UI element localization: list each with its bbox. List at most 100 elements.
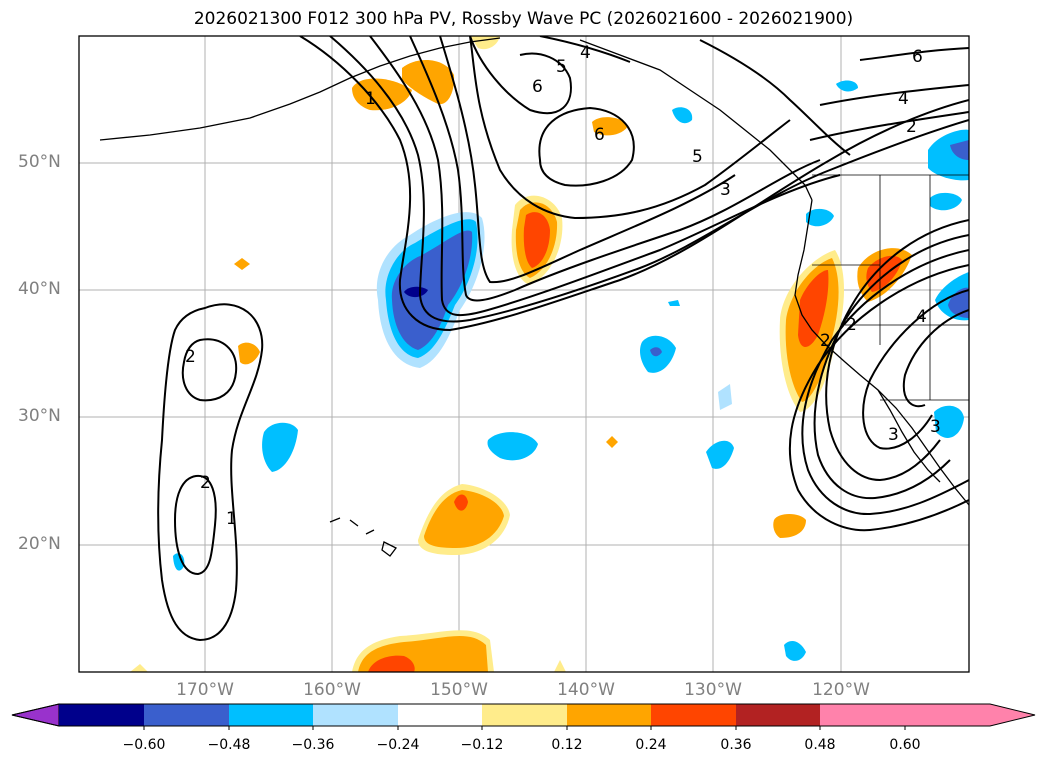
colorbar-segment [651,704,736,726]
pos-anomaly-subtropical-1-core-2 [454,494,468,511]
pos-anomaly-subtropical-3 [773,514,806,538]
neg-anomaly-hawaii-north-1 [262,422,298,472]
contour-west-pacific-outer [157,303,264,642]
pos-anomaly-california-core-2 [798,270,829,348]
pos-anomaly-subtropical-2-core-2 [368,655,415,672]
neg-anomaly-alaska-small [672,107,693,124]
neg-anomaly-small-3 [934,405,964,438]
lon-label-120w: 120°W [812,680,870,700]
contour-west-trough-4 [788,264,969,532]
pos-anomaly-small-3 [606,436,618,448]
contour-8-ridge-closed [538,106,635,187]
lon-label-170w: 170°W [176,680,234,700]
colorbar-label: −0.48 [207,737,251,753]
colorbar-label: −0.36 [291,737,335,753]
pos-anomaly-alaska-2 [402,59,455,105]
north-america-west-coast [794,199,969,506]
contour-label: 6 [912,47,923,67]
contour-5-trough [439,36,736,284]
map-frame [78,35,970,673]
contour-12-north [809,111,969,141]
colorbar-ticks [143,726,906,730]
neg-anomaly-north-small [836,80,858,92]
lon-label-150w: 150°W [430,680,488,700]
contour-label: 4 [916,307,927,327]
lon-label-130w: 130°W [684,680,742,700]
contour-west-trough-inner-2 [902,309,969,408]
contour-4-trough [409,36,821,302]
colorbar-label: 0.12 [551,737,583,753]
neg-anomaly-mid-1-core [650,347,662,357]
pos-anomaly-small-2 [234,258,250,270]
colorbar-segment [229,704,313,726]
contour-label: 4 [580,43,591,63]
map-title: 2026021300 F012 300 hPa PV, Rossby Wave … [193,9,854,29]
neg-anomaly-mid-5 [173,553,185,571]
neg-anomaly-mid-4 [784,640,806,661]
colorbar-segment [144,704,229,726]
neg-anomaly-mid-2 [706,440,734,469]
contour-10-north [859,47,969,61]
contour-label: 3 [720,180,731,200]
neg-anomaly-core-2 [391,230,473,350]
colorbar-label: 0.48 [804,737,836,753]
contour-3-trough [369,36,841,317]
lon-label-160w: 160°W [303,680,361,700]
contour-label: 3 [930,417,941,437]
lat-label-40n: 40°N [18,279,61,299]
lat-label-50n: 50°N [18,152,61,172]
colorbar-extend-min [11,703,60,727]
contour-label: 6 [594,125,605,145]
pos-anomaly-gulf-alaska [352,78,412,111]
colorbar-segment [736,704,820,726]
neg-anomaly-small-1 [930,192,962,211]
contour-west-trough-3 [801,249,969,516]
colorbar-segment [482,704,567,726]
colorbar-extend-max [905,704,1035,726]
neg-anomaly-mid-3 [718,384,732,410]
colorbar-segment [59,704,144,726]
contour-label: 2 [906,117,917,137]
hawaii-islands [329,517,397,557]
contour-label: 2 [820,331,831,351]
alaska-coastline [99,37,501,141]
contour-7-ridge [469,36,631,115]
contour-labels: 1 2 3 4 5 6 6 5 4 2 3 2 3 2 1 2 4 6 [185,43,941,529]
gridlines [79,36,969,672]
contour-6-ridge [469,36,791,220]
contour-11-north [819,84,969,106]
neg-anomaly-core-3 [404,286,428,298]
contour-label: 1 [226,509,237,529]
contour-label: 5 [556,57,567,77]
colorbar-label: −0.24 [376,737,420,753]
colorbar-label: 0.36 [720,737,752,753]
colorbar-label: −0.60 [122,737,166,753]
colorbar-label: 0.24 [635,737,667,753]
contour-label: 6 [532,77,543,97]
neg-anomaly-hawaii-north-2 [487,432,538,461]
contour-label: 3 [888,425,899,445]
neg-anomaly-canada-core [950,140,969,160]
colorbar-segment [313,704,398,726]
contour-2-trough [329,36,969,323]
alaska-panhandle-coast [579,39,813,201]
political-borders [812,174,969,401]
colorbar [11,703,1036,730]
contour-1-trough [299,36,969,332]
colorbar-segment [567,704,651,726]
lat-label-30n: 30°N [18,406,61,426]
pos-anomaly-core-2 [523,212,550,268]
contour-9-north [699,39,851,156]
contour-label: 1 [365,89,376,109]
coastlines [99,37,969,557]
pos-anomaly-subtropical-1-core [424,490,504,548]
pos-anomaly-small-4 [130,664,148,672]
contour-label: 2 [200,473,211,493]
contour-label: 5 [692,147,703,167]
contour-label: 4 [898,89,909,109]
neg-anomaly-canada [928,129,969,181]
lat-label-20n: 20°N [18,534,61,554]
contour-west-pacific-inner-2 [173,474,217,576]
colorbar-label: −0.12 [460,737,504,753]
colorbar-segment [820,704,905,726]
